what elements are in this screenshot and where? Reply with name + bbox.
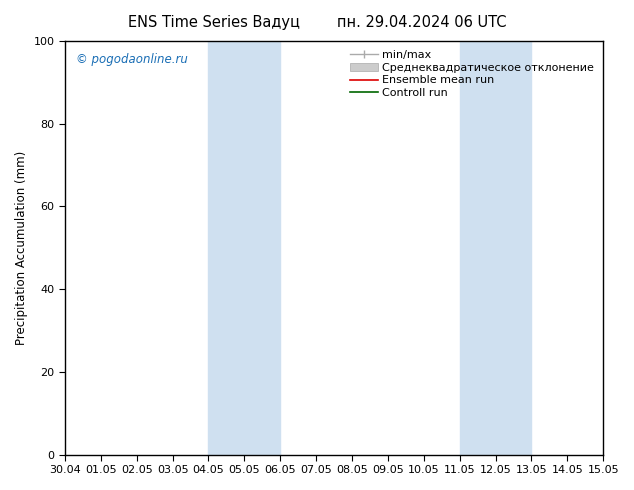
Text: ENS Time Series Вадуц        пн. 29.04.2024 06 UTC: ENS Time Series Вадуц пн. 29.04.2024 06 … (127, 15, 507, 30)
Bar (209, 41, 280, 455)
Legend: min/max, Среднеквадратическое отклонение, Ensemble mean run, Controll run: min/max, Среднеквадратическое отклонение… (347, 47, 598, 101)
Text: © pogodaonline.ru: © pogodaonline.ru (75, 53, 188, 67)
Bar (460, 41, 531, 455)
Y-axis label: Precipitation Accumulation (mm): Precipitation Accumulation (mm) (15, 151, 28, 345)
